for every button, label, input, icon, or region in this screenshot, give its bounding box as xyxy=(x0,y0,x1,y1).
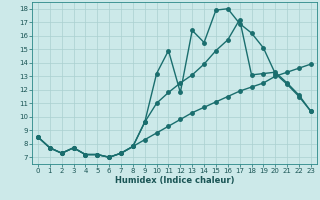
X-axis label: Humidex (Indice chaleur): Humidex (Indice chaleur) xyxy=(115,176,234,185)
